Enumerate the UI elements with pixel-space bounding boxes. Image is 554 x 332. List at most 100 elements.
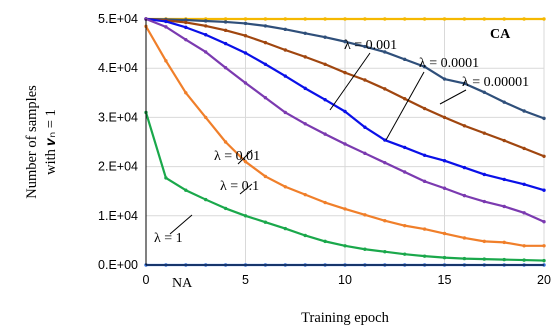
series-3-point (462, 165, 467, 170)
series-2-point (184, 20, 188, 25)
series-2-point (502, 138, 506, 143)
x-tick-label: 15 (438, 273, 452, 287)
series-6-point (184, 188, 188, 192)
y-tick-label: 3.E+04 (98, 110, 138, 124)
series-2-point (283, 48, 287, 52)
series-2-point (462, 124, 467, 128)
series-2-point (323, 62, 327, 66)
series-3-point (204, 33, 208, 37)
series-5-point (164, 59, 168, 63)
series-5-point (403, 223, 407, 228)
series-4-point (363, 151, 367, 156)
series-2-point (303, 55, 307, 59)
series-1-point (442, 77, 447, 81)
series-2-point (403, 97, 407, 101)
series-6-point (383, 250, 387, 254)
annotation-leader (239, 183, 253, 195)
series-3-point (243, 51, 248, 55)
annotation-label: λ = 0.1 (220, 179, 259, 194)
series-0-point (343, 17, 347, 21)
y-tick-label: 5.E+04 (98, 12, 138, 26)
annotation-label: λ = 0.0001 (419, 56, 479, 71)
series-6-point (403, 252, 407, 256)
series-0-point (522, 17, 526, 21)
series-2-point (422, 106, 427, 111)
series-1-point (323, 35, 327, 39)
series-2-point (482, 131, 486, 135)
series-0-point (502, 17, 506, 21)
series-layer (144, 17, 546, 267)
series-4-point (502, 204, 506, 209)
series-0-point (263, 17, 268, 21)
series-3-point (164, 19, 168, 24)
series-6-point (502, 257, 506, 262)
series-2-point (363, 78, 367, 82)
series-6-point (204, 197, 208, 202)
series-5-point (263, 174, 268, 179)
series-0-point (542, 17, 546, 21)
series-4-point (522, 211, 526, 215)
series-3-point (223, 41, 228, 46)
series-3-point (442, 158, 447, 163)
series-1-point (403, 57, 407, 62)
series-3-point (323, 97, 327, 102)
series-6-point (462, 256, 467, 261)
series-5-point (363, 213, 367, 217)
series-2-point (204, 24, 208, 28)
series-0-point (303, 17, 307, 21)
series-6-point (482, 257, 486, 261)
x-tick-label: 10 (338, 273, 352, 287)
series-4-point (542, 220, 546, 224)
series-3-point (363, 125, 367, 129)
series-5-point (442, 231, 447, 236)
series-5-point (522, 244, 526, 248)
series-5-point (303, 192, 307, 197)
series-1-point (263, 24, 268, 28)
annotation-leader (329, 52, 371, 111)
series-6-point (323, 239, 327, 244)
series-6-point (343, 244, 347, 248)
series-4-point (164, 25, 168, 29)
series-4-point (343, 142, 347, 146)
series-4-point (482, 199, 486, 204)
series-5-point (323, 200, 327, 205)
annotation-layer: CA λ = 0.001 λ = 0.0001 λ = 0.00001 λ = 0.01… (154, 27, 529, 291)
series-4-point (442, 186, 447, 190)
series-5-point (204, 115, 208, 120)
series-1-point (502, 100, 506, 104)
series-5-point (184, 91, 188, 95)
series-1-point (462, 81, 467, 86)
y-axis-title-line2: with 𝒗ₙ = 1 (43, 109, 59, 175)
series-4-point (303, 122, 307, 126)
series-1-point (482, 90, 486, 95)
series-5-point (383, 219, 387, 223)
y-tick-label: 1.E+04 (98, 209, 138, 223)
series-3-point (522, 182, 526, 187)
series-3-point (383, 138, 387, 142)
y-tick-label: 4.E+04 (98, 61, 138, 75)
y-axis-title: Number of samples with 𝒗ₙ = 1 (24, 85, 59, 199)
series-3-point (403, 145, 407, 150)
series-6-point (522, 258, 526, 262)
annotation-label: λ = 0.001 (344, 38, 397, 53)
series-5-point (482, 239, 486, 244)
series-0-point (283, 17, 287, 21)
series-1-point (363, 44, 367, 49)
series-0-point (422, 17, 427, 21)
series-3-point (263, 62, 268, 66)
series-6-point (542, 258, 546, 263)
annotation-label: NA (172, 276, 193, 291)
series-5-point (462, 236, 467, 240)
series-2-point (223, 28, 228, 33)
series-2-point (542, 154, 546, 158)
series-3-point (482, 172, 486, 177)
grid-layer (145, 18, 545, 266)
series-6-point (363, 247, 367, 251)
series-1-point (542, 116, 546, 121)
series-6-point (442, 255, 447, 260)
series-0-point (363, 17, 367, 21)
series-1-point (383, 50, 387, 54)
annotation-label: λ = 0.00001 (462, 75, 529, 90)
series-1-point (223, 20, 228, 24)
